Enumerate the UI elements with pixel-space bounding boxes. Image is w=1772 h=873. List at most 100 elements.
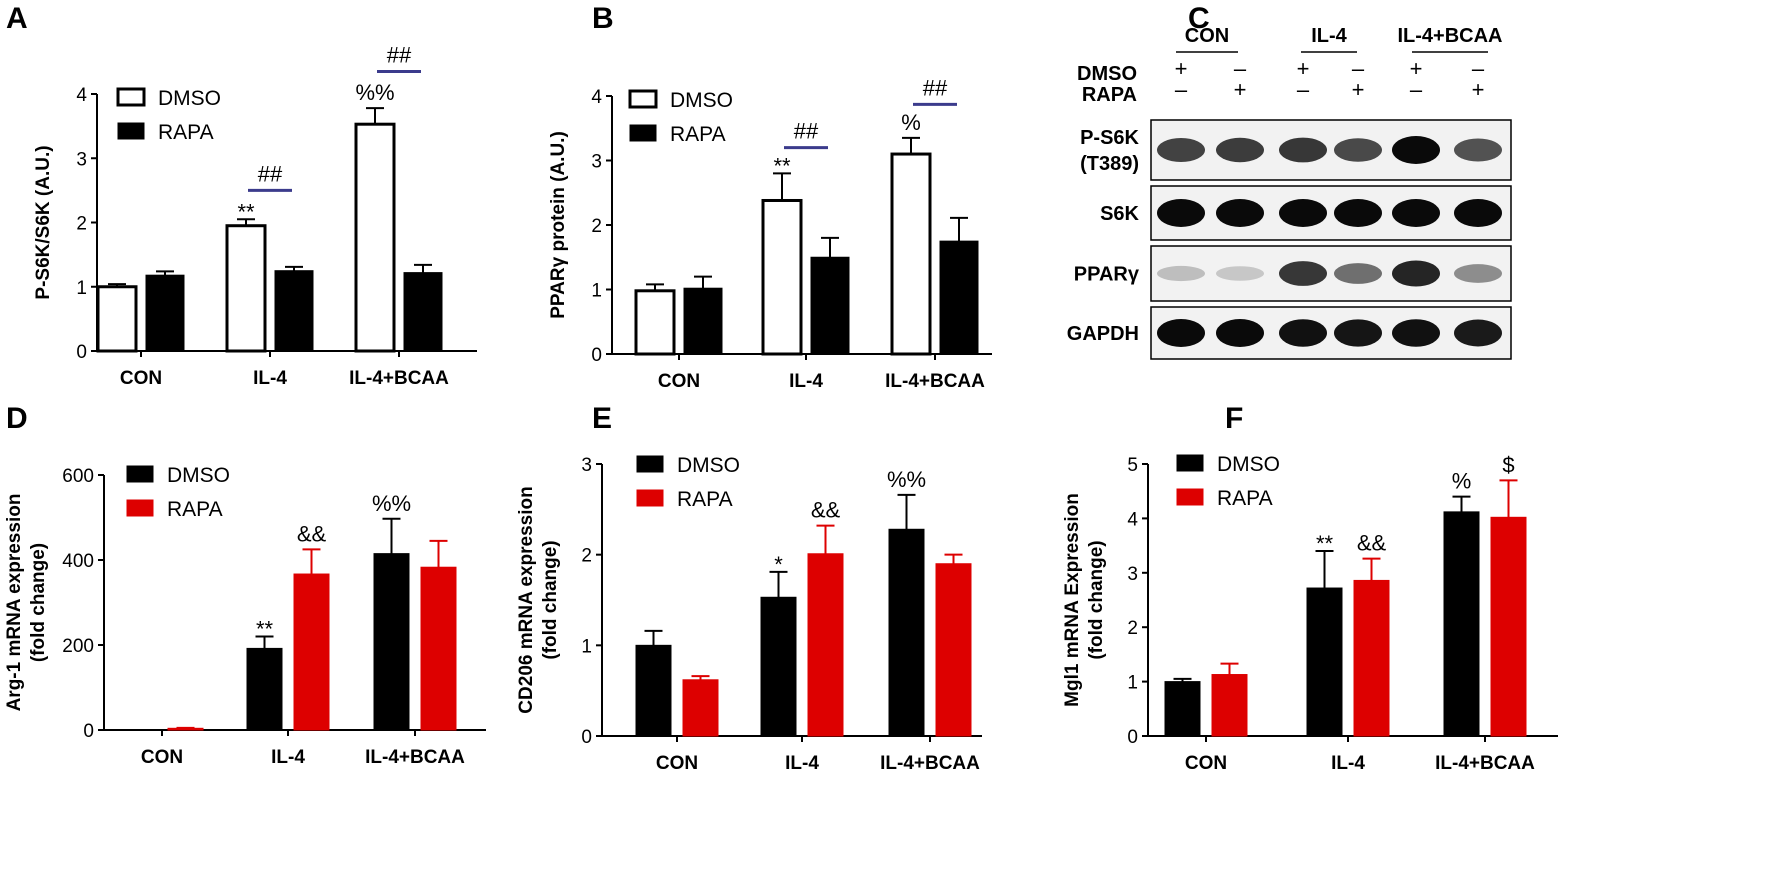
- panel-letter-a: A: [6, 2, 28, 35]
- y-tick-label: 2: [76, 214, 87, 235]
- panel-letter-f: F: [1225, 402, 1243, 435]
- blot-treatment-sign: +: [1410, 56, 1423, 81]
- blot-band: [1216, 137, 1264, 163]
- bar-rapa-il-4-bcaa: [935, 563, 972, 737]
- y-tick-label: 2: [1127, 618, 1138, 639]
- blot-band: [1454, 199, 1502, 227]
- bar-dmso-con: [634, 289, 676, 356]
- bar-dmso-il-4-bcaa: [1443, 511, 1480, 737]
- legend-swatch-dmso: [126, 465, 154, 483]
- blot-treatment-label: DMSO: [1077, 63, 1137, 85]
- y-axis-label: P-S6K/S6K (A.U.): [33, 145, 54, 299]
- y-tick-label: 1: [1127, 673, 1138, 694]
- blot-band: [1279, 137, 1327, 163]
- x-category-label: IL-4: [785, 753, 819, 774]
- blot-treatment-sign: –: [1297, 77, 1310, 102]
- y-tick-label: 400: [62, 551, 94, 572]
- bar-dmso-il-4-bcaa: [890, 152, 932, 356]
- y-axis-label: (fold change): [1086, 540, 1107, 659]
- bar-rapa-con: [167, 727, 204, 731]
- blot-row-label: S6K: [1100, 203, 1139, 225]
- legend-label-dmso: DMSO: [677, 454, 740, 477]
- bar-dmso-il-4: [1306, 587, 1343, 737]
- comparison-label: ##: [258, 161, 283, 186]
- bar-rapa-il-4: [1353, 579, 1390, 737]
- bar-dmso-con: [635, 644, 672, 737]
- x-category-label: CON: [141, 747, 183, 768]
- blot-row-label: P-S6K: [1080, 127, 1139, 149]
- legend-label-rapa: RAPA: [670, 123, 726, 146]
- y-tick-label: 0: [76, 342, 87, 363]
- x-category-label: CON: [120, 368, 162, 389]
- legend-swatch-dmso: [116, 87, 146, 107]
- blot-treatment-sign: +: [1175, 56, 1188, 81]
- y-axis-label: PPARγ protein (A.U.): [548, 131, 569, 319]
- bar-rapa-il-4-bcaa: [1490, 516, 1527, 737]
- bar-rapa-il-4-bcaa: [403, 272, 443, 352]
- significance-label: *: [774, 552, 783, 577]
- bar-rapa-con: [682, 679, 719, 737]
- x-category-label: IL-4+BCAA: [880, 753, 980, 774]
- bar-rapa-il-4-bcaa: [420, 566, 457, 731]
- bar-rapa-con: [1211, 674, 1248, 737]
- bar-dmso-il-4: [760, 596, 797, 737]
- y-tick-label: 0: [581, 727, 592, 748]
- chart-panel-b: 0 1 2 3 4 PPARγ protein (A.U.) CON IL-4 IL-4+BCA…: [548, 75, 992, 392]
- blot-band: [1279, 199, 1327, 227]
- y-tick-label: 2: [581, 546, 592, 567]
- comparison-label: ##: [794, 119, 819, 144]
- significance-label: %%: [372, 491, 411, 516]
- blot-band: [1334, 319, 1382, 347]
- blot-strip: [1150, 245, 1512, 302]
- significance-label: **: [237, 199, 255, 224]
- bar-dmso-con: [96, 285, 138, 353]
- legend-label-dmso: DMSO: [670, 89, 733, 112]
- legend-swatch-rapa: [1176, 488, 1204, 506]
- y-tick-label: 3: [1127, 564, 1138, 585]
- x-category-label: IL-4: [1331, 753, 1365, 774]
- bar-rapa-il-4: [293, 573, 330, 731]
- legend-label-dmso: DMSO: [167, 464, 230, 487]
- bar-rapa-il-4: [807, 553, 844, 737]
- comparison-label: ##: [923, 75, 948, 100]
- chart-panel-e: 0 1 2 3 CD206 mRNA expression (fold change) CO…: [516, 454, 982, 774]
- legend-swatch-dmso: [1176, 454, 1204, 472]
- y-tick-label: 200: [62, 636, 94, 657]
- y-tick-label: 0: [83, 721, 94, 742]
- legend-swatch-rapa: [629, 124, 657, 142]
- blot-row-label: GAPDH: [1067, 323, 1139, 345]
- blot-band: [1454, 319, 1502, 347]
- x-category-label: IL-4+BCAA: [885, 371, 985, 392]
- y-tick-label: 3: [591, 152, 602, 173]
- x-category-label: IL-4: [789, 371, 823, 392]
- blot-band: [1392, 319, 1440, 347]
- bar-dmso-il-4: [246, 647, 283, 731]
- bar-dmso-il-4: [761, 198, 803, 356]
- significance-label: %%: [887, 467, 926, 492]
- legend-label-rapa: RAPA: [167, 498, 223, 521]
- x-category-label: CON: [656, 753, 698, 774]
- x-category-label: CON: [658, 371, 700, 392]
- legend-label-dmso: DMSO: [1217, 453, 1280, 476]
- y-axis-label: Arg-1 mRNA expression: [4, 494, 25, 712]
- x-category-label: CON: [1185, 753, 1227, 774]
- y-tick-label: 0: [591, 345, 602, 366]
- x-category-label: IL-4: [253, 368, 287, 389]
- y-tick-label: 3: [581, 455, 592, 476]
- y-tick-label: 4: [76, 85, 87, 106]
- chart-panel-d: 0 200 400 600 Arg-1 mRNA expression (fold cha…: [4, 464, 486, 768]
- blot-band: [1334, 263, 1382, 284]
- panel-letter-e: E: [592, 402, 612, 435]
- significance-label: **: [256, 617, 274, 642]
- bar-dmso-il-4-bcaa: [373, 553, 410, 731]
- blot-treatment-sign: –: [1352, 56, 1365, 81]
- blot-band: [1157, 265, 1205, 282]
- blot-band: [1392, 260, 1440, 287]
- y-tick-label: 2: [591, 216, 602, 237]
- bar-dmso-il-4-bcaa: [888, 528, 925, 737]
- significance-label: &&: [297, 521, 327, 546]
- comparison-label: ##: [387, 43, 412, 68]
- blot-row-label: (T389): [1080, 153, 1139, 175]
- significance-label: &&: [1357, 531, 1387, 556]
